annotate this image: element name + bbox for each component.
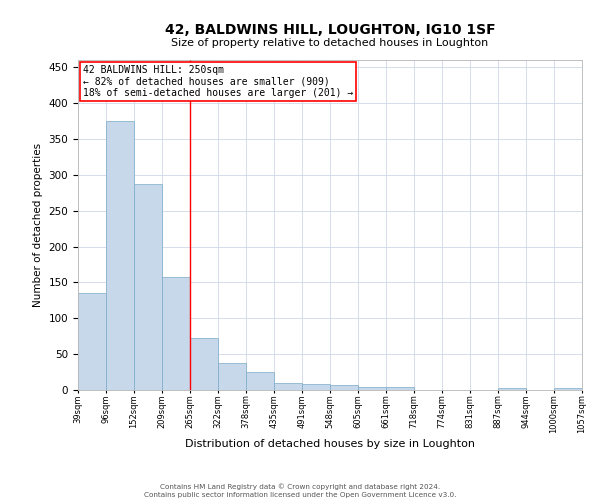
- Text: Size of property relative to detached houses in Loughton: Size of property relative to detached ho…: [172, 38, 488, 48]
- Bar: [274, 383, 302, 390]
- Bar: [246, 372, 274, 390]
- Bar: [302, 384, 330, 390]
- Bar: [218, 364, 246, 390]
- Bar: [554, 388, 582, 390]
- Bar: [358, 387, 386, 390]
- Bar: [134, 184, 162, 390]
- Y-axis label: Number of detached properties: Number of detached properties: [33, 143, 43, 307]
- X-axis label: Distribution of detached houses by size in Loughton: Distribution of detached houses by size …: [185, 438, 475, 448]
- Bar: [386, 387, 414, 390]
- Text: 42 BALDWINS HILL: 250sqm
← 82% of detached houses are smaller (909)
18% of semi-: 42 BALDWINS HILL: 250sqm ← 82% of detach…: [83, 65, 353, 98]
- Bar: [78, 293, 106, 390]
- Bar: [162, 276, 190, 390]
- Bar: [190, 338, 218, 390]
- Bar: [330, 385, 358, 390]
- Bar: [498, 388, 526, 390]
- Text: Contains HM Land Registry data © Crown copyright and database right 2024.
Contai: Contains HM Land Registry data © Crown c…: [144, 484, 456, 498]
- Text: 42, BALDWINS HILL, LOUGHTON, IG10 1SF: 42, BALDWINS HILL, LOUGHTON, IG10 1SF: [164, 22, 496, 36]
- Bar: [106, 121, 134, 390]
